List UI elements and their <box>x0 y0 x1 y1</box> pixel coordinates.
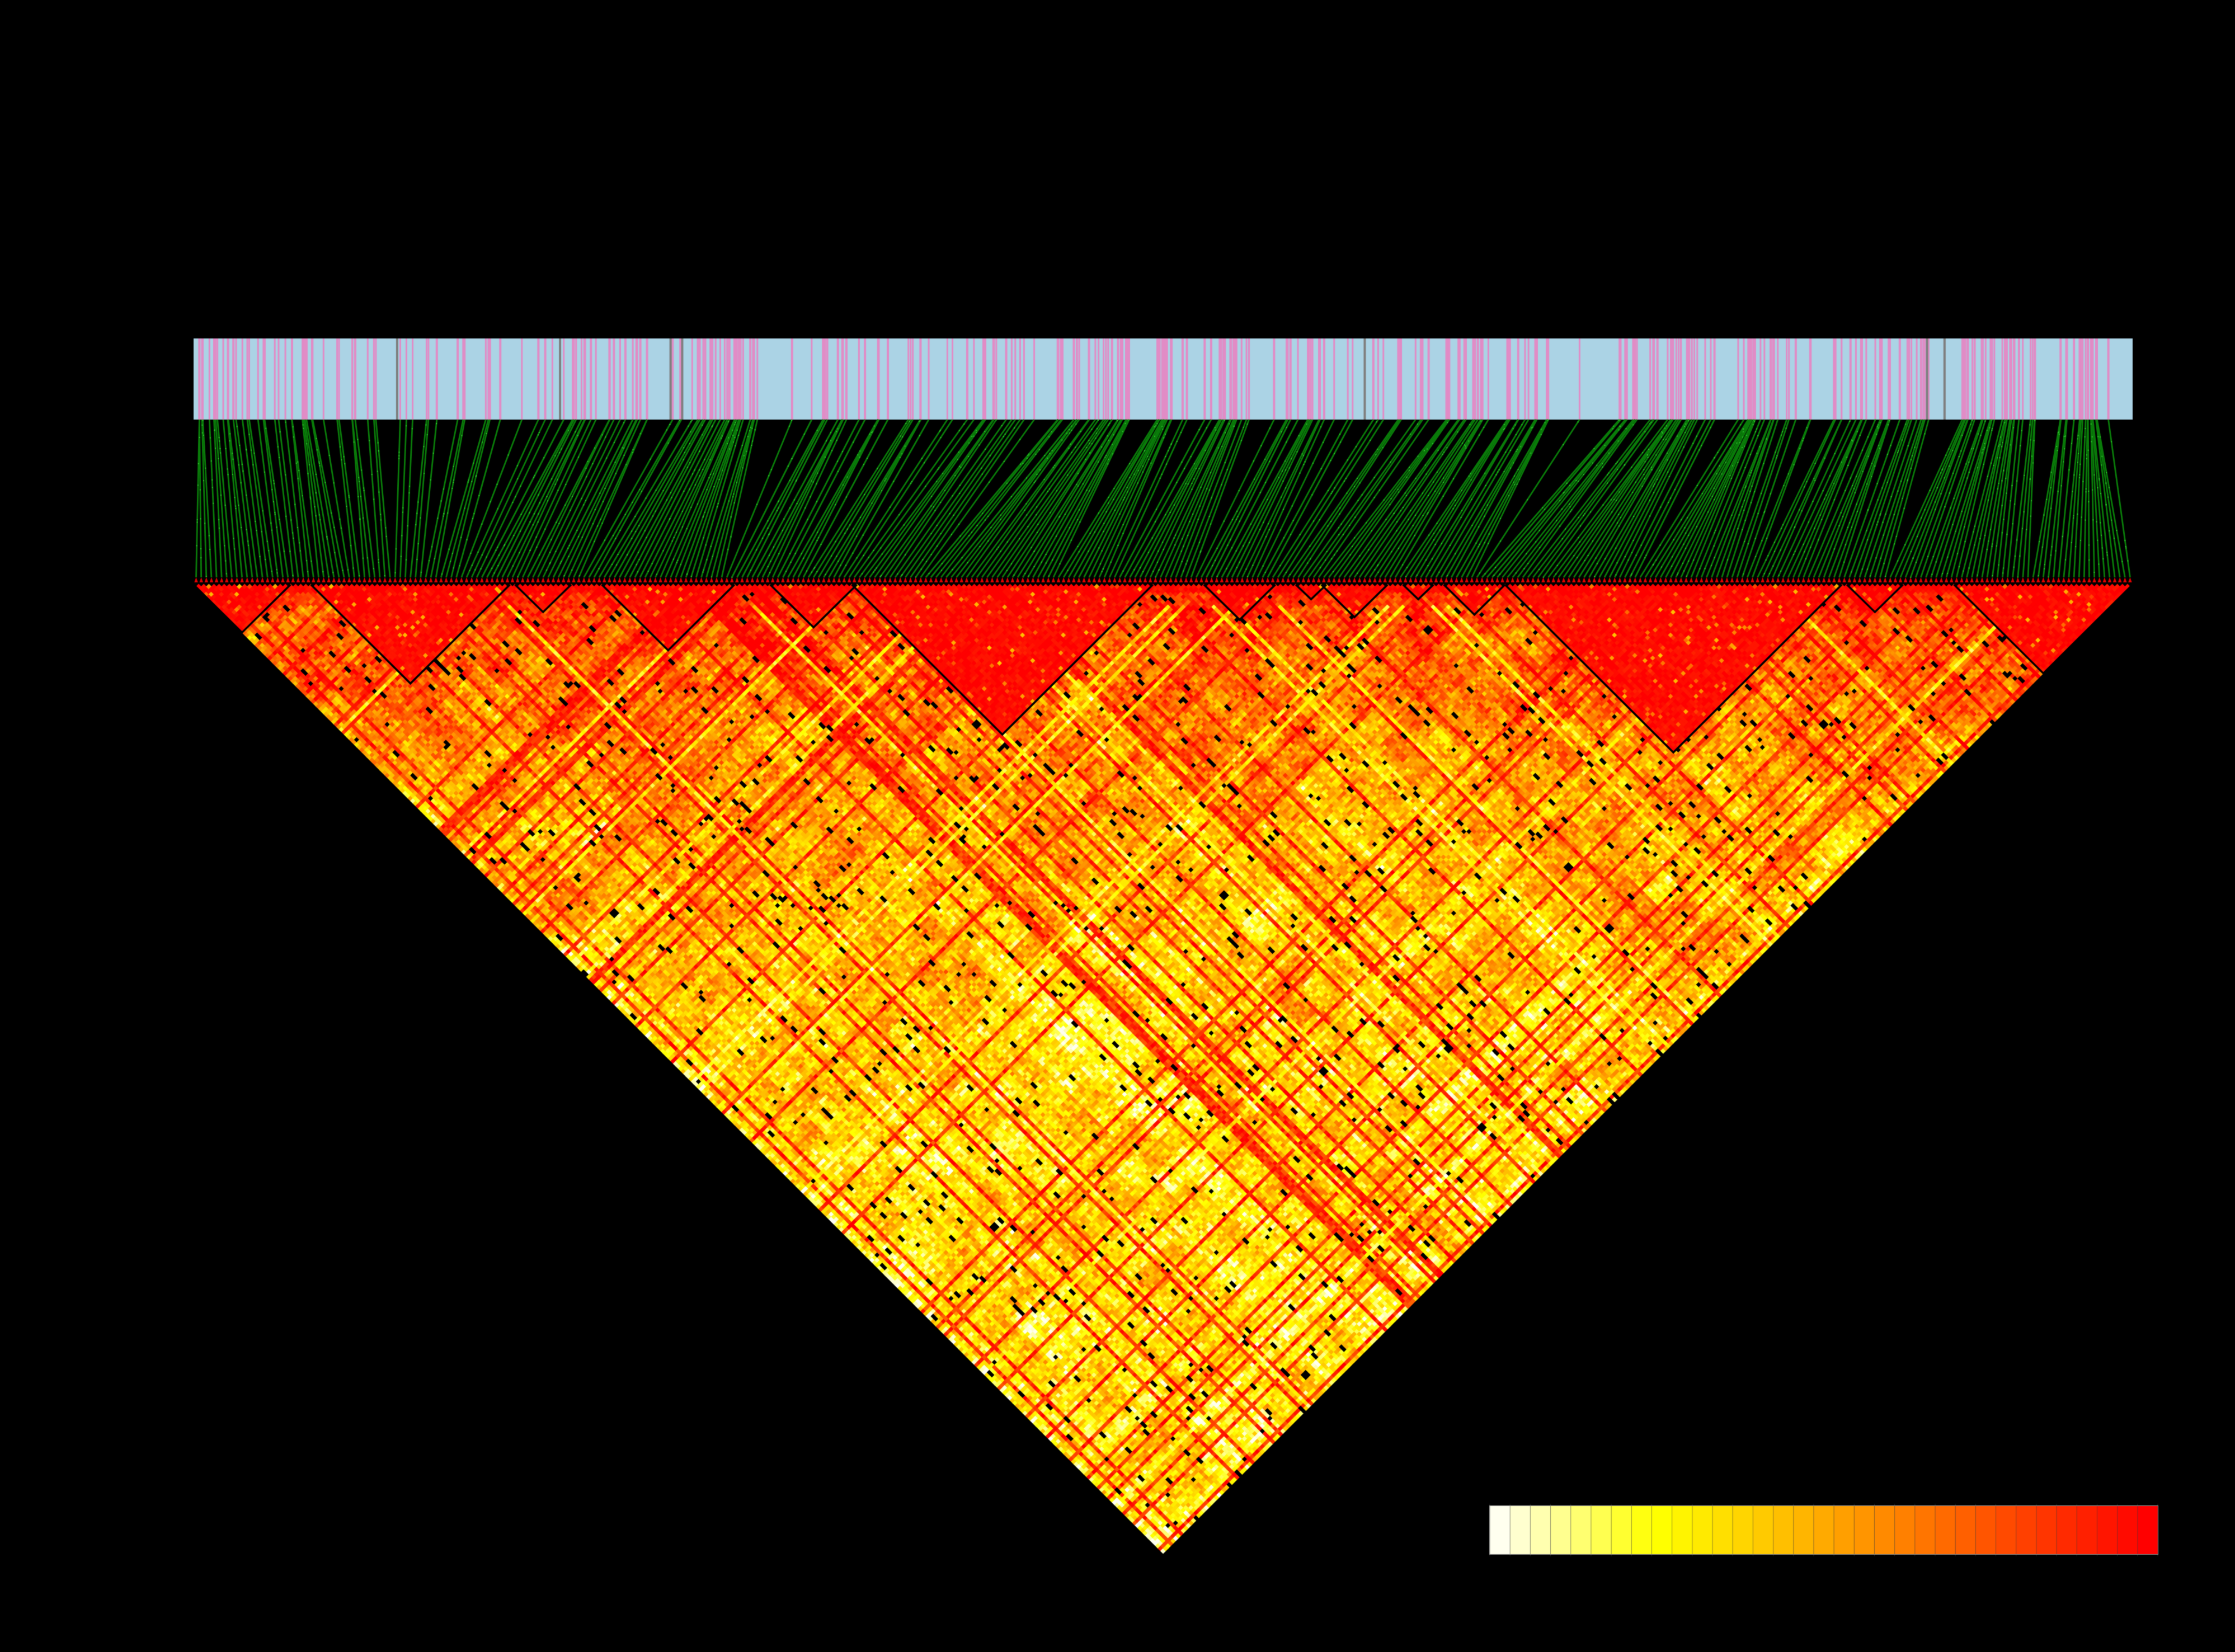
ld-plot-canvas <box>0 0 2235 1652</box>
ld-plot-figure <box>0 0 2235 1652</box>
